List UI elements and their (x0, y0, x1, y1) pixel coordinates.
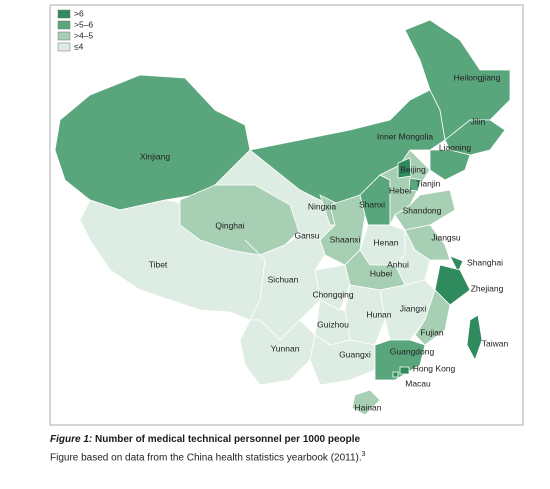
province-label: Hainan (355, 402, 382, 412)
province-label: Macau (405, 378, 431, 388)
province (351, 389, 381, 416)
caption-title-line: Figure 1: Number of medical technical pe… (50, 432, 540, 447)
province-label: Yunnan (271, 343, 300, 353)
province (434, 264, 471, 306)
province (392, 371, 399, 378)
legend-label: >5–6 (74, 19, 93, 29)
province (408, 177, 422, 192)
legend-swatch (57, 20, 71, 30)
province (374, 339, 426, 381)
figure-note: Figure based on data from the China heal… (50, 452, 362, 464)
caption: Figure 1: Number of medical technical pe… (50, 432, 540, 465)
legend-swatch (57, 31, 71, 41)
province-label: Tianjin (416, 178, 441, 188)
province-label: Shanghai (467, 257, 503, 267)
province-label: Hebei (389, 185, 411, 195)
province-label: Xinjiang (140, 151, 171, 161)
legend-label: >6 (74, 8, 84, 18)
province (397, 157, 412, 179)
province-label: Qinghai (215, 220, 244, 230)
figure-label: Figure 1: (50, 434, 93, 445)
province-label: Hong Kong (413, 363, 456, 373)
province (399, 366, 410, 375)
province-label: Chongqing (312, 289, 353, 299)
legend-swatch (57, 42, 71, 52)
province-label: Guizhou (317, 319, 349, 329)
legend-label: >4–5 (74, 30, 93, 40)
province-label: Heilongjiang (454, 72, 501, 82)
province-label: Shaanxi (330, 234, 361, 244)
province-label: Beijing (400, 164, 426, 174)
province-label: Taiwan (482, 338, 509, 348)
legend-label: ≤4 (74, 41, 84, 51)
province-label: Henan (373, 237, 398, 247)
province-label: Jiangxi (400, 303, 427, 313)
province-label: Anhui (387, 259, 409, 269)
province-label: Gansu (294, 230, 319, 240)
figure-title: Number of medical technical personnel pe… (95, 434, 361, 445)
province-label: Hubei (370, 268, 392, 278)
province-label: Tibet (149, 259, 168, 269)
province-label: Guangxi (339, 349, 371, 359)
province-label: Hunan (366, 309, 391, 319)
province (429, 149, 471, 181)
province (466, 314, 483, 361)
province-label: Sichuan (268, 274, 299, 284)
province-label: Ningxia (308, 201, 337, 211)
province-label: Jiangsu (431, 232, 461, 242)
map: Xinjiang Tibet Qinghai Gansu Inner Mongolia H… (49, 4, 524, 426)
province (449, 255, 464, 273)
frame (49, 4, 524, 426)
province-label: Jilin (471, 116, 486, 126)
province-label: Inner Mongolia (377, 131, 434, 141)
caption-note-line: Figure based on data from the China heal… (50, 447, 540, 465)
province-label: Zhejiang (471, 283, 504, 293)
province-label: Liaoning (439, 142, 471, 152)
province-label: Shandong (403, 205, 442, 215)
province (379, 149, 431, 226)
province-label: Guangdong (390, 346, 435, 356)
legend-swatch (57, 9, 71, 19)
province (414, 289, 451, 346)
province-label: Shanxi (359, 199, 385, 209)
province-label: Fujian (420, 327, 443, 337)
reference: 3 (361, 451, 366, 458)
